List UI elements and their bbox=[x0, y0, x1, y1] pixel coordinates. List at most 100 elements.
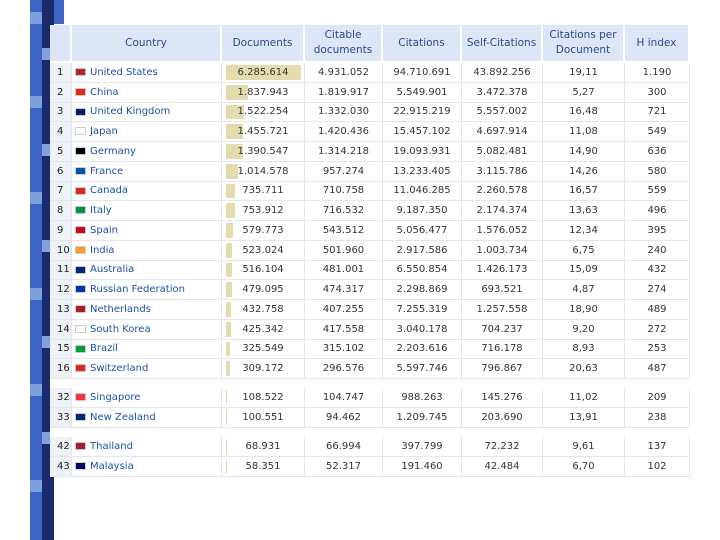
flag-icon bbox=[75, 166, 86, 175]
header-cell-text: Self-Citations bbox=[466, 36, 537, 49]
value-cell-text: 5.056.477 bbox=[396, 224, 448, 236]
rank-text: 1 bbox=[57, 66, 64, 78]
value-cell: 988.263 bbox=[383, 388, 462, 408]
value-cell: 11.046.285 bbox=[383, 181, 462, 202]
value-cell-text: 4.931.052 bbox=[318, 66, 369, 78]
value-cell-text: 191.460 bbox=[401, 460, 443, 472]
value-cell-text: 253 bbox=[647, 343, 667, 355]
value-cell: 481.001 bbox=[305, 260, 383, 281]
value-cell: 12,34 bbox=[543, 221, 625, 241]
documents-bar bbox=[226, 361, 230, 376]
value-cell-text: 5.597.746 bbox=[396, 363, 448, 375]
value-cell-text: 274 bbox=[647, 284, 667, 296]
rank-text: 4 bbox=[57, 126, 64, 138]
rank-text: 7 bbox=[57, 185, 64, 197]
country-text: United States bbox=[90, 66, 158, 78]
flag-icon bbox=[75, 186, 86, 195]
documents-bar bbox=[226, 242, 233, 258]
value-cell: 72.232 bbox=[462, 437, 543, 457]
value-cell-text: 496 bbox=[647, 205, 667, 217]
documents-bar bbox=[226, 439, 227, 454]
country: China bbox=[72, 82, 222, 103]
country-text: Switzerland bbox=[90, 363, 149, 375]
value-cell: 7.255.319 bbox=[383, 300, 462, 320]
value-cell-text: 580 bbox=[647, 165, 667, 177]
country-text: Germany bbox=[90, 145, 136, 157]
value-cell: 11,08 bbox=[543, 122, 625, 142]
value-cell-text: 102 bbox=[647, 460, 667, 472]
value-cell-text: 315.102 bbox=[322, 343, 365, 355]
value-cell: 957.274 bbox=[305, 161, 383, 182]
flag-icon bbox=[75, 324, 86, 333]
value-cell: 66.994 bbox=[305, 437, 383, 457]
value-cell-text: 22.915.219 bbox=[393, 106, 451, 118]
value-cell-text: 11,02 bbox=[569, 391, 598, 403]
value-cell-text: 753.912 bbox=[242, 205, 284, 217]
value-cell: 191.460 bbox=[383, 456, 462, 477]
rank-text: 8 bbox=[57, 205, 64, 217]
value-cell-text: 2.203.616 bbox=[396, 343, 448, 355]
value-cell: 3.115.786 bbox=[462, 161, 543, 182]
rank: 43 bbox=[50, 456, 72, 477]
country: South Korea bbox=[72, 319, 222, 340]
value-cell: 19,11 bbox=[543, 63, 625, 83]
value-cell: 6,75 bbox=[543, 240, 625, 261]
rank: 11 bbox=[50, 260, 72, 281]
value-cell: 5,27 bbox=[543, 82, 625, 103]
value-cell: 68.931 bbox=[222, 437, 305, 457]
value-cell-text: 1.332.030 bbox=[318, 106, 369, 118]
value-cell: 9,20 bbox=[543, 319, 625, 340]
value-cell-text: 3.040.178 bbox=[396, 323, 448, 335]
value-cell-text: 108.522 bbox=[242, 391, 284, 403]
value-cell-text: 710.758 bbox=[322, 185, 365, 197]
documents-bar bbox=[226, 223, 233, 238]
value-cell: 14,26 bbox=[543, 161, 625, 182]
value-cell: 14,90 bbox=[543, 142, 625, 162]
value-cell: 43.892.256 bbox=[462, 63, 543, 83]
value-cell: 104.747 bbox=[305, 388, 383, 408]
rank: 32 bbox=[50, 388, 72, 408]
flag-icon bbox=[75, 442, 86, 450]
flag-icon bbox=[75, 412, 86, 421]
country: Malaysia bbox=[72, 456, 222, 477]
value-cell-text: 5,27 bbox=[572, 86, 595, 98]
value-cell-text: 395 bbox=[647, 224, 667, 236]
value-cell: 3.472.378 bbox=[462, 82, 543, 103]
documents-bar bbox=[226, 183, 235, 199]
country: Spain bbox=[72, 221, 222, 241]
value-cell-text: 559 bbox=[647, 185, 667, 197]
country-text: Singapore bbox=[90, 391, 141, 403]
country: Netherlands bbox=[72, 300, 222, 320]
rank-text: 16 bbox=[57, 363, 70, 375]
value-cell: 94.462 bbox=[305, 407, 383, 428]
value-cell: 721 bbox=[625, 102, 690, 123]
header-cell: Documents bbox=[222, 25, 305, 63]
value-cell-text: 300 bbox=[647, 86, 667, 98]
rank: 2 bbox=[50, 82, 72, 103]
rank: 13 bbox=[50, 300, 72, 320]
value-cell: 1.209.745 bbox=[383, 407, 462, 428]
documents-bar bbox=[226, 104, 245, 120]
value-cell: 432 bbox=[625, 260, 690, 281]
value-cell-text: 1.837.943 bbox=[237, 86, 289, 98]
value-cell-text: 988.263 bbox=[401, 391, 443, 403]
value-cell: 15,09 bbox=[543, 260, 625, 281]
value-cell-text: 397.799 bbox=[401, 440, 443, 452]
value-cell-text: 957.274 bbox=[322, 165, 365, 177]
value-cell-text: 12,34 bbox=[569, 224, 598, 236]
value-cell-text: 721 bbox=[647, 106, 667, 118]
value-cell: 1.190 bbox=[625, 63, 690, 83]
flag-icon bbox=[75, 206, 86, 215]
value-cell: 102 bbox=[625, 456, 690, 477]
value-cell-text: 1.426.173 bbox=[476, 264, 528, 276]
flag-icon bbox=[75, 107, 86, 116]
value-cell-text: 1.576.052 bbox=[476, 224, 528, 236]
value-cell-text: 7.255.319 bbox=[396, 303, 448, 315]
value-cell-text: 2.174.374 bbox=[476, 205, 528, 217]
value-cell-text: 523.024 bbox=[242, 244, 284, 256]
value-cell: 474.317 bbox=[305, 280, 383, 300]
value-cell-text: 4.697.914 bbox=[476, 126, 528, 138]
value-cell: 549 bbox=[625, 122, 690, 142]
value-cell-text: 501.960 bbox=[322, 244, 365, 256]
documents-bar bbox=[226, 163, 239, 179]
